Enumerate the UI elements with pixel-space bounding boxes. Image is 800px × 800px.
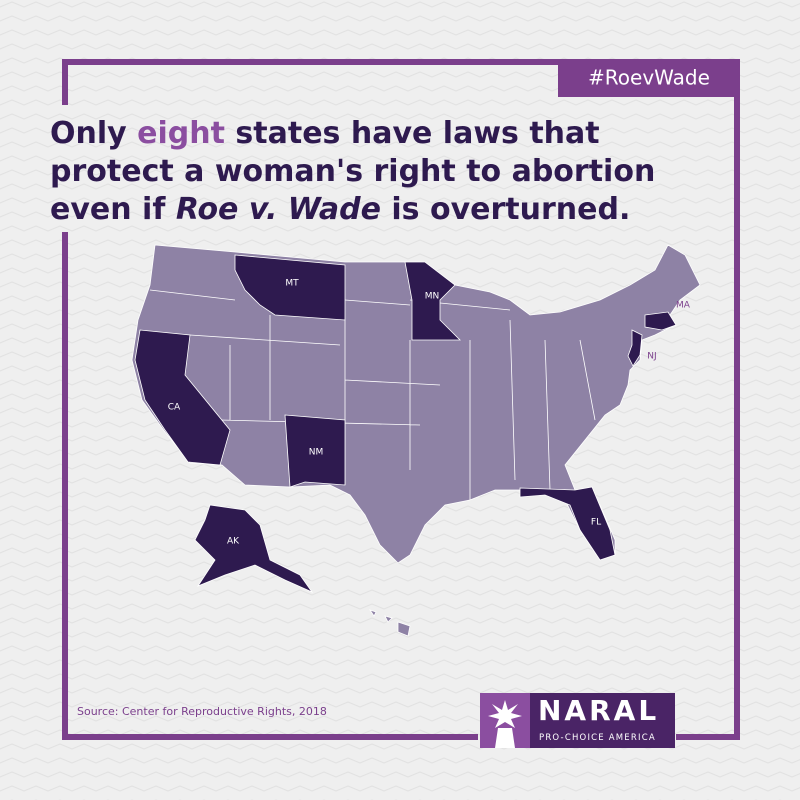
state-nj [627,329,643,367]
source: Source: Center for Reproductive Rights, … [77,705,327,718]
headline-text: is overturned. [391,192,630,227]
state-label: NJ [647,352,656,362]
headline-highlight: eight [137,116,225,151]
state-label: AK [227,537,240,547]
state-nm [284,414,346,488]
state-label: MN [425,292,440,302]
state-ca [134,329,231,466]
state-label: NM [309,448,324,458]
headline-line: Only eight states have laws that [50,116,600,151]
state-fl [519,486,616,561]
state-ma [644,311,677,331]
state-label: CA [168,403,181,413]
frame [62,59,740,740]
headline-text: even if [50,192,166,227]
headline-line: protect a woman's right to abortion [50,154,655,189]
state-border [149,289,596,500]
hawaii [369,609,411,637]
state-label: MT [285,279,299,289]
headline-text: states have laws that [235,116,599,151]
logo-name: NARAL [538,694,659,727]
state-mn [404,261,461,341]
logo-icon [488,700,522,748]
headline-italic: Roe v. Wade [176,192,381,227]
logo: NARAL PRO-CHOICE AMERICA [480,693,675,748]
headline-text: Only [50,116,127,151]
headline-line: even if Roe v. Wade is overturned. [50,192,630,227]
state-ak [194,504,314,593]
hashtag-box [558,59,740,97]
logo-tagline: PRO-CHOICE AMERICA [539,733,656,743]
state-mt [234,254,346,321]
state-label: FL [591,518,601,528]
map: MT MN MA CA NJ NM FL AK [131,244,701,637]
state-label: MA [676,301,691,311]
hashtag: #RoevWade [588,66,710,90]
